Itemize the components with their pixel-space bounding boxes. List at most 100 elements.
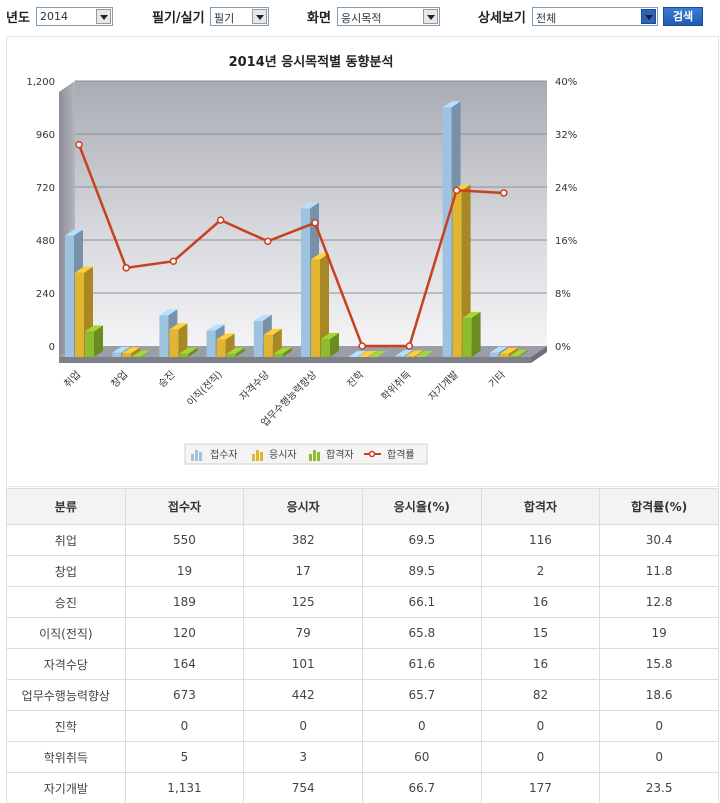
chart-panel: 0 240 480 720 960 1,200 0% 8% 16% 24% 32% 40% 취업 창업… <box>6 36 719 487</box>
chart-legend: 접수자 응시자 합격자 합격률 <box>184 443 428 465</box>
x-tick-label: 취업 <box>61 368 83 390</box>
table-cell-category: 승진 <box>6 586 126 618</box>
y-tick-left: 0 <box>49 342 55 353</box>
table-cell-category: 진학 <box>6 710 126 742</box>
pass-rate-point <box>216 216 225 224</box>
table-cell-value: 673 <box>124 679 245 711</box>
table-cell-value: 0 <box>599 741 719 773</box>
bar-3 <box>509 349 528 357</box>
chevron-down-icon <box>423 9 438 24</box>
bar-2 <box>122 347 141 357</box>
bar-2 <box>405 350 424 357</box>
table-cell-value: 550 <box>124 524 245 556</box>
table-cell-value: 17 <box>243 555 363 587</box>
table-row: 자격수당 164 101 61.6 16 15.8 <box>6 648 719 680</box>
bar-2 <box>358 351 377 357</box>
y-tick-left: 1,200 <box>26 77 55 88</box>
legend-label-series-4: 합격률 <box>387 448 415 461</box>
view-select[interactable]: 응시목적 <box>337 7 440 26</box>
table-row: 업무수행능력향상 673 442 65.7 82 18.6 <box>6 679 719 711</box>
legend-item-series-1: 접수자 <box>191 449 238 461</box>
table-cell-value: 19 <box>124 555 245 587</box>
data-table: 분류 접수자 응시자 응시율(%) 합격자 합격률(%) 취업 550 382 69.… <box>6 488 719 803</box>
table-cell-value: 15 <box>480 617 601 649</box>
table-cell-value: 177 <box>480 772 601 803</box>
search-button[interactable]: 검색 <box>663 7 703 26</box>
table-cell-value: 23.5 <box>599 772 719 803</box>
x-tick-label: 학위취득 <box>378 368 413 403</box>
table-cell-value: 5 <box>124 741 245 773</box>
bar-3 <box>273 347 292 357</box>
table-cell-value: 164 <box>124 648 245 680</box>
legend-item-series-3: 합격자 <box>309 448 354 461</box>
table-header-cell: 합격자 <box>480 488 601 525</box>
table-cell-value: 19 <box>599 617 719 649</box>
pass-rate-point <box>311 219 319 227</box>
legend-label-series-2: 응시자 <box>269 449 297 461</box>
type-select[interactable]: 필기 <box>210 7 269 26</box>
y-tick-left: 960 <box>36 130 55 141</box>
table-cell-value: 0 <box>361 710 482 742</box>
y-axis-right: 0% 8% 16% 24% 32% 40% <box>555 77 577 353</box>
detail-select-value: 전체 <box>536 12 557 25</box>
legend-item-series-4: 합격률 <box>364 448 415 461</box>
table-row: 이직(전직) 120 79 65.8 15 19 <box>6 617 719 649</box>
x-tick-label: 이직(전직) <box>185 369 225 409</box>
table-cell-value: 2 <box>480 555 601 587</box>
table-cell-value: 1,131 <box>124 772 245 803</box>
pass-rate-point <box>358 342 366 350</box>
table-cell-value: 12.8 <box>599 586 719 618</box>
filter-bar: 년도 2014 필기/실기 필기 화면 응시목적 상세보기 전체 검색 <box>0 0 720 34</box>
y-tick-right: 16% <box>555 236 577 247</box>
table-cell-value: 16 <box>480 648 601 680</box>
table-cell-value: 66.7 <box>361 772 482 803</box>
bar-2 <box>311 253 329 357</box>
table-cell-value: 69.5 <box>361 524 482 556</box>
bar-3 <box>226 347 245 357</box>
bar-3 <box>179 347 198 357</box>
table-header-cell: 분류 <box>6 488 126 525</box>
bar-2 <box>169 323 188 357</box>
table-body: 취업 550 382 69.5 116 30.4 창업 19 17 89.5 2 11.8 승진 189 1… <box>6 524 719 803</box>
pass-rate-point <box>405 342 414 350</box>
x-tick-label: 승진 <box>156 369 178 391</box>
y-tick-right: 40% <box>555 77 577 88</box>
chart-bars <box>65 101 528 357</box>
table-cell-category: 자기개발 <box>6 772 126 803</box>
detail-label: 상세보기 <box>478 11 526 26</box>
view-select-value: 응시목적 <box>341 12 382 25</box>
x-tick-label: 진학 <box>345 369 367 391</box>
table-cell-value: 754 <box>243 772 363 803</box>
bar-3 <box>85 325 103 357</box>
bar-1 <box>348 351 367 357</box>
detail-select[interactable]: 전체 <box>532 7 658 26</box>
table-cell-value: 16 <box>480 586 601 618</box>
legend-item-series-2: 응시자 <box>252 449 297 461</box>
table-cell-category: 학위취득 <box>6 741 126 773</box>
table-cell-value: 3 <box>243 741 363 773</box>
table-cell-value: 442 <box>243 679 363 711</box>
table-cell-value: 79 <box>243 617 363 649</box>
table-cell-value: 66.1 <box>361 586 482 618</box>
x-tick-label: 창업 <box>108 368 130 390</box>
table-cell-value: 11.8 <box>599 555 719 587</box>
table-cell-category: 이직(전직) <box>6 617 126 649</box>
bar-1 <box>395 349 414 357</box>
table-cell-category: 창업 <box>6 555 126 587</box>
table-row: 승진 189 125 66.1 16 12.8 <box>6 586 719 618</box>
chart-title: 2014년 응시목적별 동향분석 <box>229 54 394 70</box>
pass-rate-point <box>75 140 83 149</box>
chevron-down-icon <box>252 9 267 24</box>
year-select-value: 2014 <box>40 10 68 23</box>
table-header-cell: 응시자 <box>243 488 363 525</box>
x-tick-label: 자기개발 <box>426 369 461 404</box>
table-cell-value: 101 <box>243 648 363 680</box>
year-select[interactable]: 2014 <box>36 7 113 26</box>
legend-label-series-3: 합격자 <box>326 448 354 461</box>
pass-rate-point <box>169 257 178 265</box>
view-label: 화면 <box>307 11 331 26</box>
table-cell-value: 61.6 <box>361 648 482 680</box>
y-axis-left: 0 240 480 720 960 1,200 <box>26 77 55 353</box>
type-select-value: 필기 <box>214 12 235 25</box>
table-cell-value: 89.5 <box>361 555 482 587</box>
